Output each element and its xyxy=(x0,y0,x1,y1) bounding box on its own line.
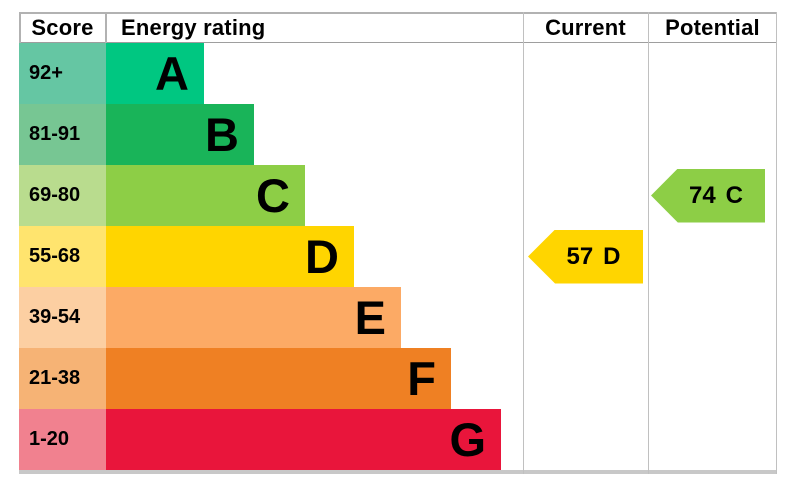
score-range-a: 92+ xyxy=(19,43,106,104)
band-row-f: 21-38 F xyxy=(19,348,777,409)
band-row-c: 69-80 C xyxy=(19,165,777,226)
band-row-d: 55-68 D xyxy=(19,226,777,287)
potential-band-letter: C xyxy=(725,181,744,209)
current-band-letter: D xyxy=(603,242,621,270)
band-row-g: 1-20 G xyxy=(19,409,777,470)
score-column-divider xyxy=(105,12,107,43)
header-left-border xyxy=(19,12,21,43)
potential-score-value: 74 xyxy=(688,181,716,209)
score-range-d: 55-68 xyxy=(19,226,106,287)
rating-bands: 92+ A 81-91 B 69-80 C 55-68 D 39-54 E 21… xyxy=(19,43,777,470)
header-bottom-border xyxy=(19,41,777,44)
current-rating-pointer: 57 D xyxy=(528,229,643,284)
band-bar-a: A xyxy=(106,43,204,104)
header-score: Score xyxy=(31,14,94,40)
potential-rating-pointer: 74 C xyxy=(651,168,765,223)
current-score-value: 57 xyxy=(566,242,594,270)
band-bar-d: D xyxy=(106,226,354,287)
header-current: Current xyxy=(545,14,626,40)
band-row-e: 39-54 E xyxy=(19,287,777,348)
current-column-divider xyxy=(522,12,524,474)
score-range-e: 39-54 xyxy=(19,287,106,348)
header-potential: Potential xyxy=(665,14,760,40)
band-bar-f: F xyxy=(106,348,451,409)
table-bottom-border xyxy=(19,470,777,474)
band-row-a: 92+ A xyxy=(19,43,777,104)
band-row-b: 81-91 B xyxy=(19,104,777,165)
band-bar-e: E xyxy=(106,287,401,348)
table-top-border xyxy=(19,12,777,14)
rating-table: Score Energy rating Current Potential 92… xyxy=(19,12,777,474)
score-range-f: 21-38 xyxy=(19,348,106,409)
band-bar-b: B xyxy=(106,104,254,165)
score-range-c: 69-80 xyxy=(19,165,106,226)
score-range-b: 81-91 xyxy=(19,104,106,165)
potential-column-divider xyxy=(647,12,649,474)
table-right-border xyxy=(775,12,777,474)
header-energy-rating: Energy rating xyxy=(121,14,266,40)
band-bar-c: C xyxy=(106,165,305,226)
score-range-g: 1-20 xyxy=(19,409,106,470)
band-bar-g: G xyxy=(106,409,501,470)
